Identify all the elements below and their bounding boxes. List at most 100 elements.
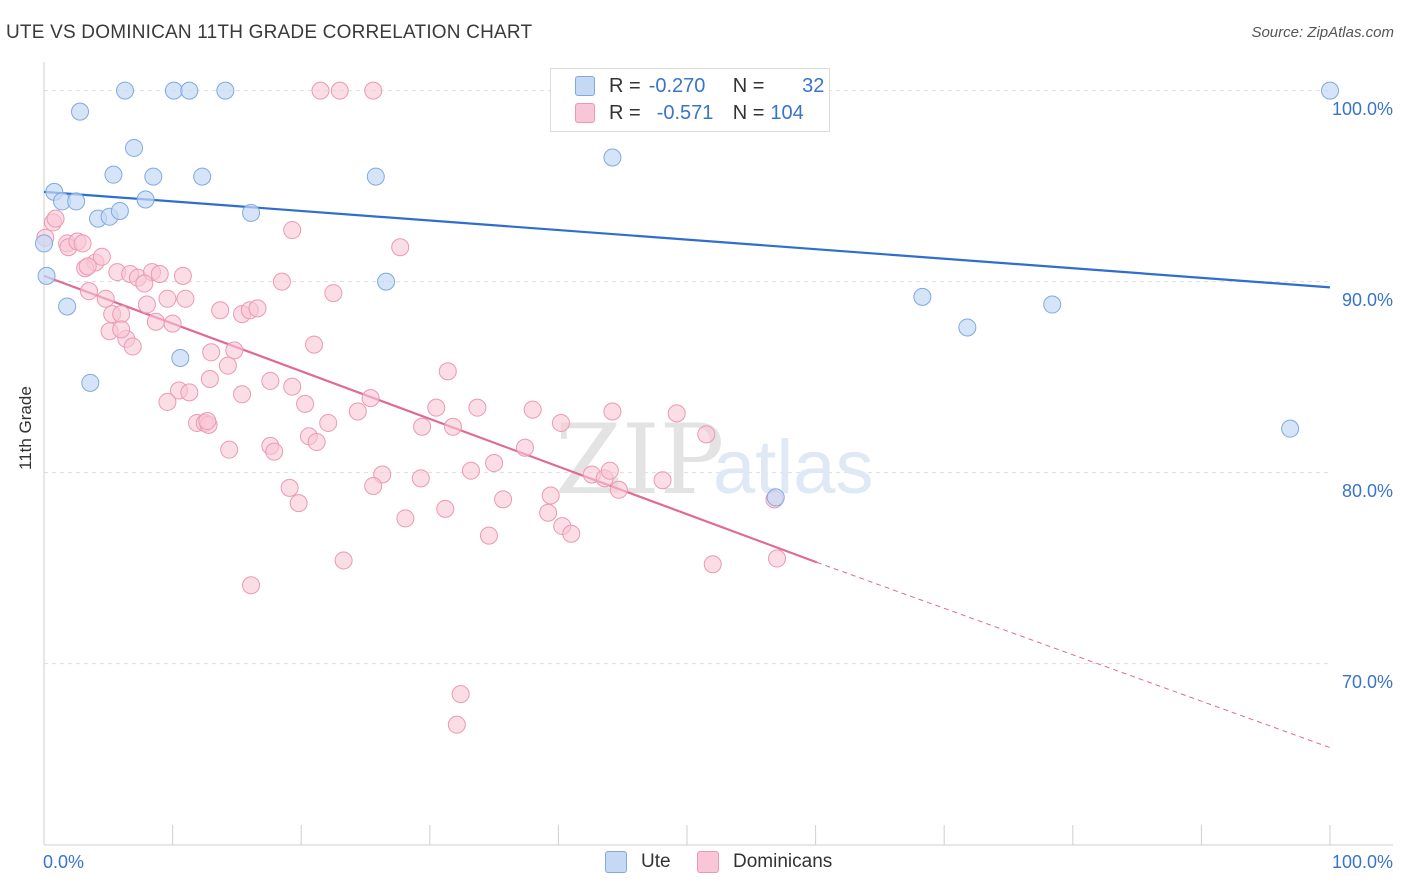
dominicans-point xyxy=(364,476,383,495)
dominicans-point xyxy=(150,264,169,283)
dominicans-point xyxy=(176,289,195,308)
y-tick-label: 80.0% xyxy=(1341,480,1393,501)
dominicans-point xyxy=(411,469,430,488)
dominicans-point xyxy=(80,282,99,301)
dominicans-trend-extension xyxy=(816,561,1331,749)
dominicans-point xyxy=(391,238,410,257)
dominicans-point xyxy=(485,454,504,473)
dominicans-point xyxy=(609,480,628,499)
dominicans-swatch xyxy=(575,103,595,123)
dominicans-point xyxy=(330,81,349,100)
dominicans-point xyxy=(311,81,330,100)
dominicans-point xyxy=(146,312,165,331)
dominicans-point xyxy=(137,295,156,314)
watermark-atlas: atlas xyxy=(713,425,874,510)
stats-legend: R = -0.270 N = 32 R = -0.571 N = 104 xyxy=(550,68,830,132)
x-tick-label-min: 0.0% xyxy=(43,852,85,872)
dominicans-point xyxy=(305,335,324,354)
dominicans-point xyxy=(515,438,534,457)
dominicans-point xyxy=(280,478,299,497)
ute-point xyxy=(116,81,135,100)
dominicans-point xyxy=(324,284,343,303)
ute-point xyxy=(1281,419,1300,438)
ute-swatch xyxy=(605,851,627,873)
ute-point xyxy=(171,349,190,368)
dominicans-swatch xyxy=(697,851,719,873)
ute-trend-line xyxy=(43,190,1331,289)
dominicans-point xyxy=(523,400,542,419)
x-tick-label-max: 100.0% xyxy=(1331,852,1393,872)
ute-point xyxy=(37,266,56,285)
legend-label-ute: Ute xyxy=(641,851,671,872)
dominicans-point xyxy=(334,551,353,570)
dominicans-point xyxy=(461,461,480,480)
dominicans-point xyxy=(494,490,513,509)
source-label: Source: ZipAtlas.com xyxy=(1251,24,1394,41)
dominicans-point xyxy=(96,289,115,308)
dominicans-point xyxy=(413,417,432,436)
stats-legend-row-dominicans: R = -0.571 N = 104 xyxy=(575,100,810,126)
dominicans-point xyxy=(202,343,221,362)
dominicans-point xyxy=(319,413,338,432)
dominicans-point xyxy=(600,461,619,480)
dominicans-point xyxy=(233,385,252,404)
ute-point xyxy=(110,201,129,220)
dominicans-point xyxy=(667,404,686,423)
dominicans-point xyxy=(361,389,380,408)
dominicans-point xyxy=(551,413,570,432)
ute-point xyxy=(81,373,100,392)
dominicans-point xyxy=(218,356,237,375)
dominicans-point xyxy=(289,494,308,513)
stats-legend-row-ute: R = -0.270 N = 32 xyxy=(575,73,824,99)
dominicans-point xyxy=(541,486,560,505)
dominicans-point xyxy=(447,715,466,734)
dominicans-point xyxy=(123,337,142,356)
dominicans-point xyxy=(396,509,415,528)
dominicans-point xyxy=(173,266,192,285)
ute-point xyxy=(603,148,622,167)
dominicans-point xyxy=(307,433,326,452)
dominicans-point xyxy=(436,499,455,518)
dominicans-point xyxy=(135,274,154,293)
n-label: N = xyxy=(732,101,765,124)
ute-swatch xyxy=(575,76,595,96)
ute-point xyxy=(216,81,235,100)
dominicans-point xyxy=(265,442,284,461)
legend-item-dominicans[interactable]: Dominicans xyxy=(697,851,832,873)
dominicans-point xyxy=(163,314,182,333)
dominicans-point xyxy=(73,234,92,253)
y-tick-label: 70.0% xyxy=(1341,671,1393,692)
watermark-zip: ZIP xyxy=(555,404,724,516)
dominicans-point xyxy=(211,301,230,320)
dominicans-point xyxy=(158,392,177,411)
dominicans-point xyxy=(479,526,498,545)
legend-label-dominicans: Dominicans xyxy=(733,851,833,872)
dominicans-point xyxy=(603,402,622,421)
dominicans-point xyxy=(180,383,199,402)
ute-point xyxy=(1043,295,1062,314)
dominicans-point xyxy=(653,471,672,490)
dominicans-point xyxy=(46,209,65,228)
n-label: N = xyxy=(732,74,765,97)
ute-point xyxy=(377,272,396,291)
ute-point xyxy=(366,167,385,186)
ute-point xyxy=(1321,81,1339,100)
dominicans-point xyxy=(225,341,244,360)
dominicans-point xyxy=(348,402,367,421)
ute-point xyxy=(180,81,199,100)
legend-item-ute[interactable]: Ute xyxy=(605,851,671,873)
r-value: -0.571 xyxy=(656,101,714,124)
ute-point xyxy=(104,165,123,184)
ute-point xyxy=(913,287,932,306)
ute-point xyxy=(35,234,53,253)
ute-point xyxy=(136,190,155,209)
dominicans-point xyxy=(703,555,722,574)
ute-point xyxy=(193,167,212,186)
ute-point xyxy=(144,167,163,186)
dominicans-point xyxy=(427,398,446,417)
dominicans-point xyxy=(364,81,383,100)
ute-point xyxy=(67,192,86,211)
dominicans-point xyxy=(296,394,315,413)
dominicans-point xyxy=(248,299,267,318)
